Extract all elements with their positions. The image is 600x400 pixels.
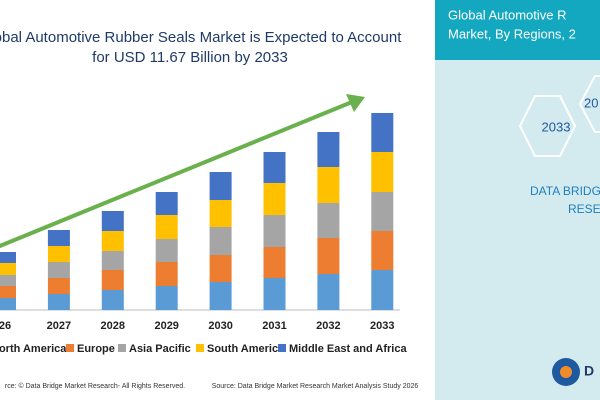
x-tick-label: 2032 xyxy=(316,320,340,332)
logo-text: D xyxy=(584,363,594,379)
bar-segment xyxy=(155,262,178,286)
panel-title: Global Automotive R xyxy=(448,7,567,22)
x-tick-label: 2030 xyxy=(208,320,232,332)
bar-segment xyxy=(371,113,394,152)
hexagon xyxy=(518,95,577,157)
legend-label: North America xyxy=(0,343,67,355)
bar-segment xyxy=(0,263,16,275)
x-tick-label: 2029 xyxy=(154,320,178,332)
panel-title: Market, By Regions, 2 xyxy=(448,26,576,41)
bar-segment xyxy=(371,192,394,231)
bar-segment xyxy=(209,227,232,255)
footer: Source: Data Bridge Market Research Mark… xyxy=(212,383,419,390)
bar-segment xyxy=(155,192,178,215)
bar-segment xyxy=(101,211,124,231)
bar-segment xyxy=(209,200,232,227)
bar-segment xyxy=(371,231,394,270)
legend-label: Middle East and Africa xyxy=(289,343,407,355)
bar-segment xyxy=(263,152,286,183)
bar-segment xyxy=(371,270,394,310)
trend-arrow xyxy=(0,100,353,249)
bar-segment xyxy=(317,132,340,167)
panel-header xyxy=(435,0,600,60)
bar-segment xyxy=(101,270,124,290)
bar-segment xyxy=(47,230,70,246)
hexagon xyxy=(578,75,600,133)
footer: rce: © Data Bridge Market Research- All … xyxy=(5,382,185,390)
bar-segment xyxy=(371,152,394,192)
bar-segment xyxy=(47,246,70,262)
hex-label: 20 xyxy=(584,95,598,110)
bar-segment xyxy=(155,286,178,310)
bar-segment xyxy=(47,278,70,294)
bar-segment xyxy=(101,251,124,270)
bar-segment xyxy=(155,239,178,262)
bar-segment xyxy=(0,298,16,310)
legend-label: Asia Pacific xyxy=(129,343,191,355)
side-panel: Global Automotive R Market, By Regions, … xyxy=(435,0,600,400)
bar-segment xyxy=(263,247,286,278)
bar-segment xyxy=(317,167,340,203)
bar-segment xyxy=(0,286,16,298)
bar-segment xyxy=(317,274,340,310)
brand: RESEA xyxy=(568,202,600,216)
bar-segment xyxy=(47,262,70,278)
legend-label: South America xyxy=(207,343,285,355)
title-line: for USD 11.67 Billion by 2033 xyxy=(92,49,288,66)
bar-segment xyxy=(263,183,286,215)
bar-segment xyxy=(263,215,286,247)
bar-segment xyxy=(0,275,16,286)
bar-segment xyxy=(47,294,70,310)
x-tick-label: 2027 xyxy=(47,320,71,332)
bar-segment xyxy=(101,231,124,251)
legend-swatch xyxy=(118,344,126,352)
bar-segment xyxy=(317,238,340,274)
legend-swatch xyxy=(196,344,204,352)
brand: DATA BRIDG xyxy=(530,184,600,198)
bar-segment xyxy=(101,290,124,310)
arrow-head xyxy=(346,94,365,112)
x-tick-label: 26 xyxy=(0,320,11,332)
bar-segment xyxy=(209,282,232,310)
x-tick-label: 2031 xyxy=(262,320,286,332)
bar-segment xyxy=(209,172,232,200)
panel-overlay xyxy=(435,0,600,400)
legend-swatch xyxy=(278,344,286,352)
title-line: Global Automotive Rubber Seals Market is… xyxy=(0,29,402,46)
bar-segment xyxy=(0,252,16,263)
logo xyxy=(560,366,572,378)
bar-segment xyxy=(263,278,286,310)
bar-segment xyxy=(155,215,178,239)
bar-segment xyxy=(317,203,340,238)
x-tick-label: 2033 xyxy=(370,320,394,332)
legend-label: Europe xyxy=(77,343,115,355)
bar-segment xyxy=(209,255,232,282)
hex-label: 2033 xyxy=(542,119,571,134)
legend-swatch xyxy=(66,344,74,352)
x-tick-label: 2028 xyxy=(101,320,125,332)
